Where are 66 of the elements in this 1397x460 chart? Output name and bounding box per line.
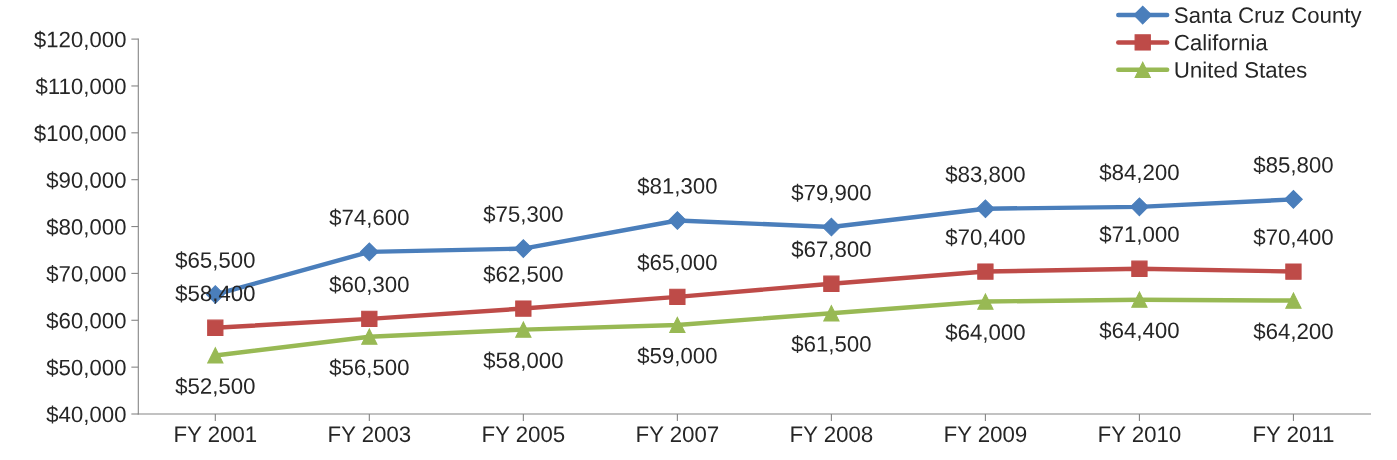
y-tick-label: $70,000 [46,265,126,285]
point [1285,292,1302,309]
y-tick-label: $50,000 [46,358,126,379]
point [515,321,532,338]
point [361,328,378,345]
data-label: $52,500 [175,377,255,397]
data-label: $59,000 [637,346,717,367]
point [977,293,994,310]
point [1285,263,1302,280]
data-label: $65,500 [175,251,255,271]
data-label: $58,000 [483,351,563,371]
x-tick-label: FY 2007 [637,426,719,443]
x-tick-label: FY 2005 [483,426,565,443]
point [1284,190,1303,209]
point [823,275,840,292]
data-label: $79,900 [791,183,871,204]
point [361,310,378,328]
y-tick-label: $120,000 [34,30,126,50]
point [515,300,532,317]
data-label: $74,600 [329,208,409,228]
data-label: $70,400 [1253,228,1333,248]
point [1131,291,1148,308]
data-label: $70,400 [945,228,1025,248]
y-tick-label: $60,000 [46,311,126,332]
data-label: $61,500 [791,335,871,355]
y-tick-label: $110,000 [35,77,126,97]
point [669,288,686,305]
data-label: $64,000 [945,323,1025,343]
point [1130,197,1149,217]
point [976,199,995,219]
data-label: $60,300 [329,275,409,295]
y-tick-label: $90,000 [46,171,126,191]
x-tick-label: FY 2009 [945,426,1027,443]
legend-label: California [1174,34,1268,51]
y-tick-label: $80,000 [46,218,126,238]
point [822,217,841,237]
data-label: $67,800 [791,240,871,260]
data-label: $65,000 [637,253,717,273]
x-tick-label: FY 2011 [1254,426,1334,443]
legend-label: United States [1175,61,1307,78]
y-tick-label: $40,000 [46,405,126,425]
x-tick-label: FY 2003 [329,426,411,443]
x-tick-label: FY 2008 [791,426,873,443]
data-label: $64,400 [1099,321,1179,341]
point [359,242,379,262]
point [823,305,840,322]
data-label: $84,200 [1099,163,1179,183]
y-tick-label: $100,000 [34,124,126,144]
point [207,347,224,364]
data-label: $64,200 [1253,322,1333,342]
legend-label: Santa Cruz County [1174,7,1362,28]
x-tick-label: FY 2010 [1099,426,1181,443]
data-label: $81,300 [637,177,717,197]
point [1131,260,1148,277]
point [513,239,533,258]
point [668,211,687,230]
point [977,263,994,280]
point [207,319,224,336]
data-label: $71,000 [1099,225,1179,245]
data-label: $56,500 [329,358,409,378]
point [669,316,686,334]
data-label: $75,300 [483,205,563,225]
data-label: $62,500 [483,265,563,285]
x-tick-label: FY 2001 [175,426,257,443]
data-label: $85,800 [1253,156,1333,176]
data-label: $83,800 [945,165,1025,185]
